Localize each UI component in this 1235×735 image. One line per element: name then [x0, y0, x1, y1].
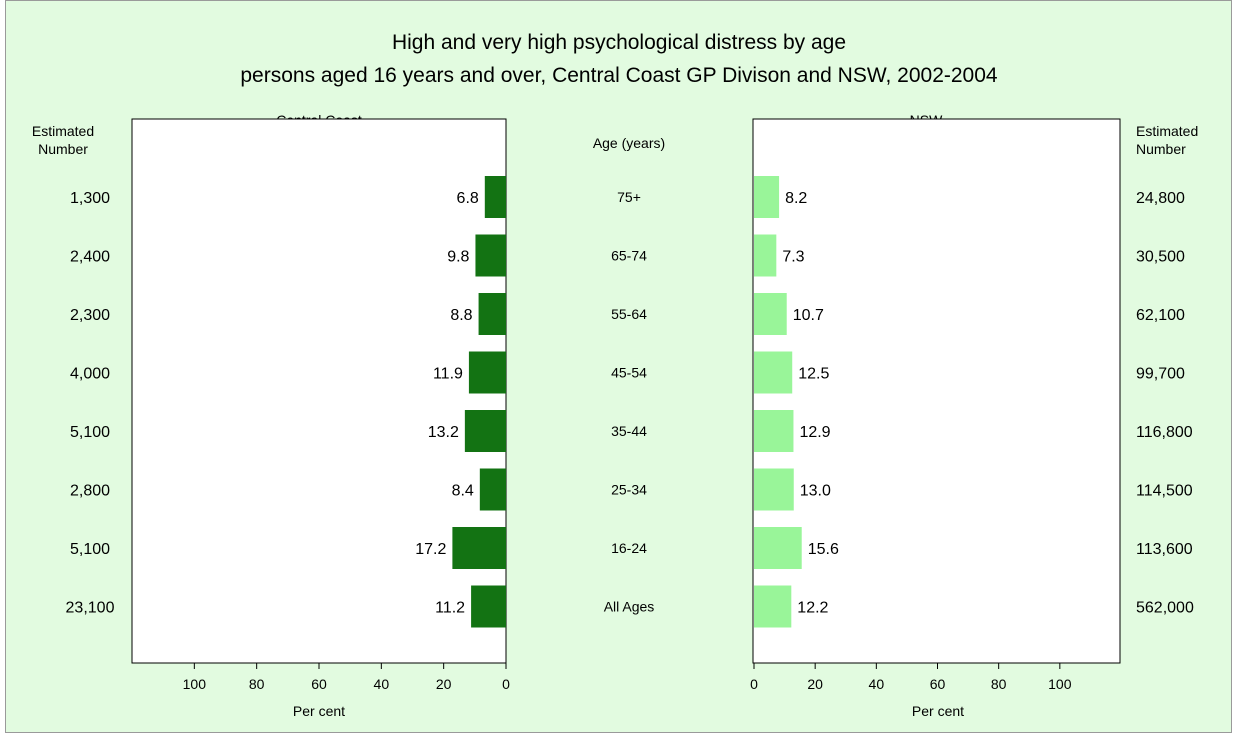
left-estimated-number: 2,400 — [70, 249, 110, 266]
left-bar — [471, 585, 506, 628]
left-bar-value-label: 9.8 — [447, 249, 469, 266]
chart-title-line1: High and very high psychological distres… — [392, 31, 846, 54]
right-plot-area — [752, 118, 1121, 664]
left-estimated-number: 4,000 — [70, 366, 110, 383]
left-x-axis-label: Per cent — [293, 703, 345, 719]
right-bar — [754, 293, 787, 335]
right-bar — [754, 468, 794, 511]
right-x-tick-label: 20 — [807, 676, 823, 692]
left-bar — [478, 293, 506, 335]
right-bar-value-label: 8.2 — [785, 190, 807, 207]
left-estimated-header-line1: Estimated — [32, 123, 94, 139]
left-x-tick-label: 0 — [502, 676, 510, 692]
left-bar-value-label: 11.2 — [435, 600, 465, 617]
right-estimated-number: 99,700 — [1136, 366, 1185, 383]
right-bar-value-label: 12.2 — [797, 600, 828, 617]
left-estimated-number: 2,800 — [70, 483, 110, 500]
chart-title-line2: persons aged 16 years and over, Central … — [240, 64, 998, 87]
right-estimated-number: 30,500 — [1136, 249, 1185, 266]
chart-frame: High and very high psychological distres… — [5, 0, 1232, 733]
right-x-tick-label: 40 — [869, 676, 885, 692]
left-bar — [468, 351, 506, 394]
left-x-tick-label: 60 — [311, 676, 327, 692]
left-bar — [475, 234, 506, 277]
left-bar — [464, 410, 506, 452]
chart-marks: 6.8 8.2 75+ 1,300 24,800 9.8 7.3 65-74 2,400 30,5… — [66, 176, 1194, 692]
left-bar-value-label: 8.8 — [450, 307, 472, 324]
right-estimated-number: 113,600 — [1136, 541, 1193, 558]
right-x-tick-label: 100 — [1048, 676, 1072, 692]
left-bar — [479, 468, 506, 511]
right-x-tick-label: 80 — [991, 676, 1007, 692]
right-bar-value-label: 15.6 — [808, 541, 839, 558]
left-estimated-header-line2: Number — [38, 141, 88, 157]
category-label: 35-44 — [611, 423, 647, 439]
right-bar — [754, 176, 780, 218]
left-bar-value-label: 8.4 — [452, 483, 474, 500]
right-bar — [754, 234, 777, 277]
right-bar — [754, 351, 793, 394]
right-estimated-number: 116,800 — [1136, 424, 1193, 441]
right-x-axis-label: Per cent — [912, 703, 964, 719]
left-bar-value-label: 11.9 — [433, 366, 463, 383]
right-bar-value-label: 12.9 — [799, 424, 830, 441]
right-x-tick-label: 60 — [930, 676, 946, 692]
right-x-tick-label: 0 — [750, 676, 758, 692]
right-estimated-number: 114,500 — [1136, 483, 1193, 500]
right-bar-value-label: 12.5 — [798, 366, 829, 383]
right-estimated-number: 24,800 — [1136, 190, 1185, 207]
left-x-tick-label: 20 — [436, 676, 452, 692]
category-label: All Ages — [604, 599, 655, 615]
category-label: 65-74 — [611, 248, 647, 264]
left-x-tick-label: 40 — [374, 676, 390, 692]
left-estimated-number: 5,100 — [70, 541, 110, 558]
left-bar-value-label: 13.2 — [428, 424, 459, 441]
right-estimated-number: 62,100 — [1136, 307, 1185, 324]
population-pyramid-chart: High and very high psychological distres… — [32, 31, 1198, 719]
category-label: 75+ — [617, 189, 641, 205]
right-bar — [754, 585, 792, 628]
right-estimated-number: 562,000 — [1136, 600, 1194, 617]
right-estimated-header-line2: Number — [1136, 141, 1186, 157]
left-estimated-number: 2,300 — [70, 307, 110, 324]
right-estimated-header-line1: Estimated — [1136, 123, 1198, 139]
left-x-tick-label: 80 — [249, 676, 265, 692]
left-bar-value-label: 6.8 — [457, 190, 479, 207]
left-plot-area — [131, 118, 507, 664]
right-bar — [754, 410, 794, 452]
left-estimated-number: 1,300 — [70, 190, 110, 207]
left-estimated-number: 23,100 — [66, 600, 115, 617]
category-label: 55-64 — [611, 306, 647, 322]
right-bar-value-label: 10.7 — [793, 307, 824, 324]
right-bar-value-label: 13.0 — [800, 483, 831, 500]
left-bar — [484, 176, 506, 218]
category-label: 45-54 — [611, 365, 647, 381]
right-bar — [754, 527, 802, 569]
left-x-tick-label: 100 — [183, 676, 207, 692]
category-header: Age (years) — [593, 135, 665, 151]
category-label: 25-34 — [611, 482, 647, 498]
left-bar — [452, 527, 506, 569]
right-bar-value-label: 7.3 — [782, 249, 804, 266]
left-bar-value-label: 17.2 — [415, 541, 446, 558]
left-estimated-number: 5,100 — [70, 424, 110, 441]
category-label: 16-24 — [611, 540, 647, 556]
